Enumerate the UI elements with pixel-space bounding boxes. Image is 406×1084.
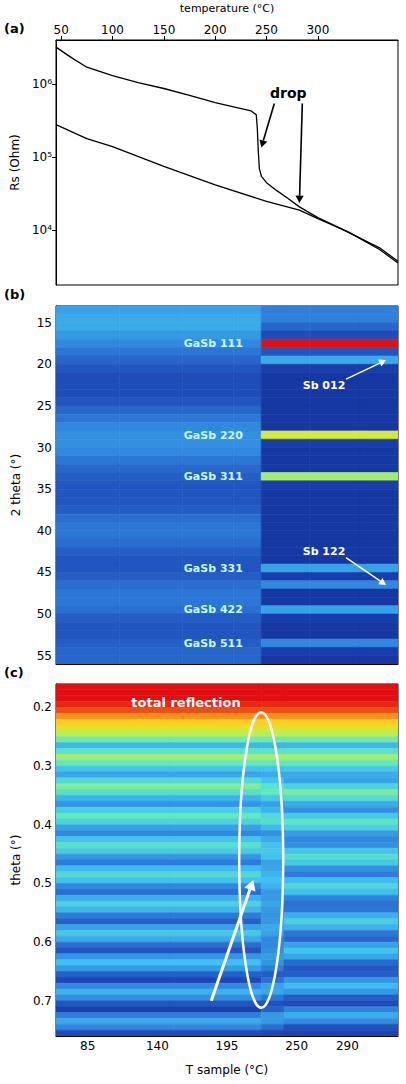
svg-text:0.2: 0.2 bbox=[33, 700, 52, 714]
svg-text:2 theta (°): 2 theta (°) bbox=[9, 454, 23, 516]
svg-text:0.6: 0.6 bbox=[33, 935, 52, 949]
svg-text:theta (°): theta (°) bbox=[9, 835, 23, 886]
svg-text:10⁵: 10⁵ bbox=[32, 150, 52, 164]
svg-text:T sample (°C): T sample (°C) bbox=[185, 1063, 268, 1077]
svg-text:Rs (Ohm): Rs (Ohm) bbox=[8, 134, 22, 191]
svg-text:drop: drop bbox=[270, 85, 307, 101]
svg-text:temperature (°C): temperature (°C) bbox=[180, 2, 274, 15]
svg-text:total reflection: total reflection bbox=[131, 695, 240, 710]
svg-text:55: 55 bbox=[37, 649, 52, 663]
svg-text:290: 290 bbox=[336, 1039, 359, 1053]
svg-text:(c): (c) bbox=[4, 665, 24, 680]
svg-text:50: 50 bbox=[53, 23, 68, 37]
svg-text:45: 45 bbox=[37, 565, 52, 579]
svg-text:40: 40 bbox=[37, 524, 52, 538]
svg-text:150: 150 bbox=[152, 23, 175, 37]
svg-text:250: 250 bbox=[255, 23, 278, 37]
svg-text:50: 50 bbox=[37, 607, 52, 621]
svg-text:Sb 122: Sb 122 bbox=[303, 545, 346, 558]
svg-text:140: 140 bbox=[146, 1039, 169, 1053]
svg-text:GaSb 422: GaSb 422 bbox=[184, 603, 243, 616]
svg-text:20: 20 bbox=[37, 357, 52, 371]
svg-text:35: 35 bbox=[37, 482, 52, 496]
svg-text:25: 25 bbox=[37, 399, 52, 413]
svg-text:GaSb 511: GaSb 511 bbox=[184, 637, 243, 650]
svg-text:100: 100 bbox=[101, 23, 124, 37]
svg-text:0.4: 0.4 bbox=[33, 818, 52, 832]
svg-text:GaSb 331: GaSb 331 bbox=[184, 562, 243, 575]
svg-text:0.5: 0.5 bbox=[33, 876, 52, 890]
svg-text:GaSb 311: GaSb 311 bbox=[184, 470, 243, 483]
svg-text:Sb 012: Sb 012 bbox=[303, 379, 346, 392]
svg-text:GaSb 220: GaSb 220 bbox=[184, 429, 243, 442]
svg-text:(b): (b) bbox=[4, 287, 25, 302]
svg-text:0.3: 0.3 bbox=[33, 759, 52, 773]
svg-text:10⁶: 10⁶ bbox=[32, 77, 52, 91]
svg-text:30: 30 bbox=[37, 441, 52, 455]
svg-text:300: 300 bbox=[306, 23, 329, 37]
svg-text:200: 200 bbox=[204, 23, 227, 37]
svg-text:10⁴: 10⁴ bbox=[32, 223, 52, 237]
svg-text:195: 195 bbox=[216, 1039, 239, 1053]
svg-text:0.7: 0.7 bbox=[33, 994, 52, 1008]
svg-text:85: 85 bbox=[80, 1039, 95, 1053]
svg-text:15: 15 bbox=[37, 316, 52, 330]
svg-text:250: 250 bbox=[285, 1039, 308, 1053]
svg-text:GaSb 111: GaSb 111 bbox=[184, 337, 243, 350]
svg-text:(a): (a) bbox=[4, 21, 25, 36]
